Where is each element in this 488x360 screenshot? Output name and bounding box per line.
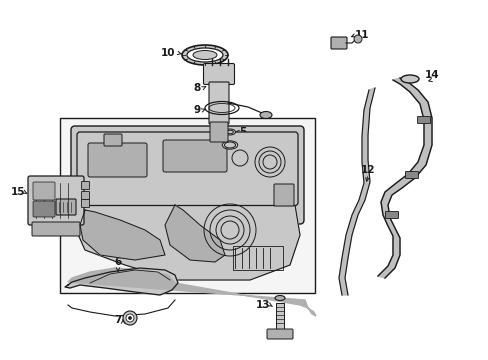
Text: 3: 3 <box>89 132 97 142</box>
Circle shape <box>128 316 131 320</box>
Ellipse shape <box>274 296 285 301</box>
Polygon shape <box>164 205 224 262</box>
FancyBboxPatch shape <box>81 181 89 189</box>
FancyBboxPatch shape <box>385 212 398 219</box>
Polygon shape <box>338 88 374 295</box>
FancyBboxPatch shape <box>417 117 429 123</box>
Polygon shape <box>65 268 178 295</box>
Polygon shape <box>75 205 299 280</box>
Ellipse shape <box>222 141 237 149</box>
FancyBboxPatch shape <box>71 126 304 224</box>
Text: 15: 15 <box>11 187 25 197</box>
Ellipse shape <box>193 50 217 59</box>
Bar <box>60 118 314 293</box>
Ellipse shape <box>260 112 271 118</box>
FancyBboxPatch shape <box>28 176 84 225</box>
Text: 6: 6 <box>114 257 122 267</box>
Polygon shape <box>68 268 315 316</box>
FancyBboxPatch shape <box>104 134 122 146</box>
Circle shape <box>231 150 247 166</box>
Ellipse shape <box>186 48 223 62</box>
Circle shape <box>126 314 134 322</box>
FancyBboxPatch shape <box>88 143 147 177</box>
FancyBboxPatch shape <box>33 182 55 200</box>
Text: 8: 8 <box>193 83 200 93</box>
FancyBboxPatch shape <box>330 37 346 49</box>
FancyBboxPatch shape <box>81 192 89 199</box>
Text: 1: 1 <box>58 193 65 203</box>
FancyBboxPatch shape <box>81 199 89 207</box>
Text: 9: 9 <box>193 105 200 115</box>
FancyBboxPatch shape <box>33 201 55 217</box>
Polygon shape <box>80 210 164 260</box>
FancyBboxPatch shape <box>208 82 228 124</box>
FancyBboxPatch shape <box>163 140 226 172</box>
Text: 2: 2 <box>36 210 43 220</box>
FancyBboxPatch shape <box>266 329 292 339</box>
FancyBboxPatch shape <box>209 122 227 142</box>
FancyBboxPatch shape <box>203 63 234 85</box>
Ellipse shape <box>400 75 418 83</box>
FancyBboxPatch shape <box>273 184 293 206</box>
Text: 14: 14 <box>424 70 438 80</box>
FancyBboxPatch shape <box>32 222 80 236</box>
Text: 10: 10 <box>161 48 175 58</box>
Circle shape <box>353 35 361 43</box>
Text: 5: 5 <box>239 127 246 137</box>
Text: 13: 13 <box>255 300 270 310</box>
Ellipse shape <box>224 129 235 135</box>
FancyBboxPatch shape <box>405 171 418 179</box>
Bar <box>232 246 283 270</box>
Polygon shape <box>377 78 431 278</box>
Text: 4: 4 <box>239 144 246 154</box>
Text: 11: 11 <box>354 30 368 40</box>
Bar <box>275 303 284 331</box>
Text: 12: 12 <box>360 165 374 175</box>
FancyBboxPatch shape <box>56 199 76 215</box>
Text: 7: 7 <box>114 315 122 325</box>
Ellipse shape <box>182 45 227 65</box>
FancyBboxPatch shape <box>77 132 297 206</box>
Circle shape <box>123 311 137 325</box>
